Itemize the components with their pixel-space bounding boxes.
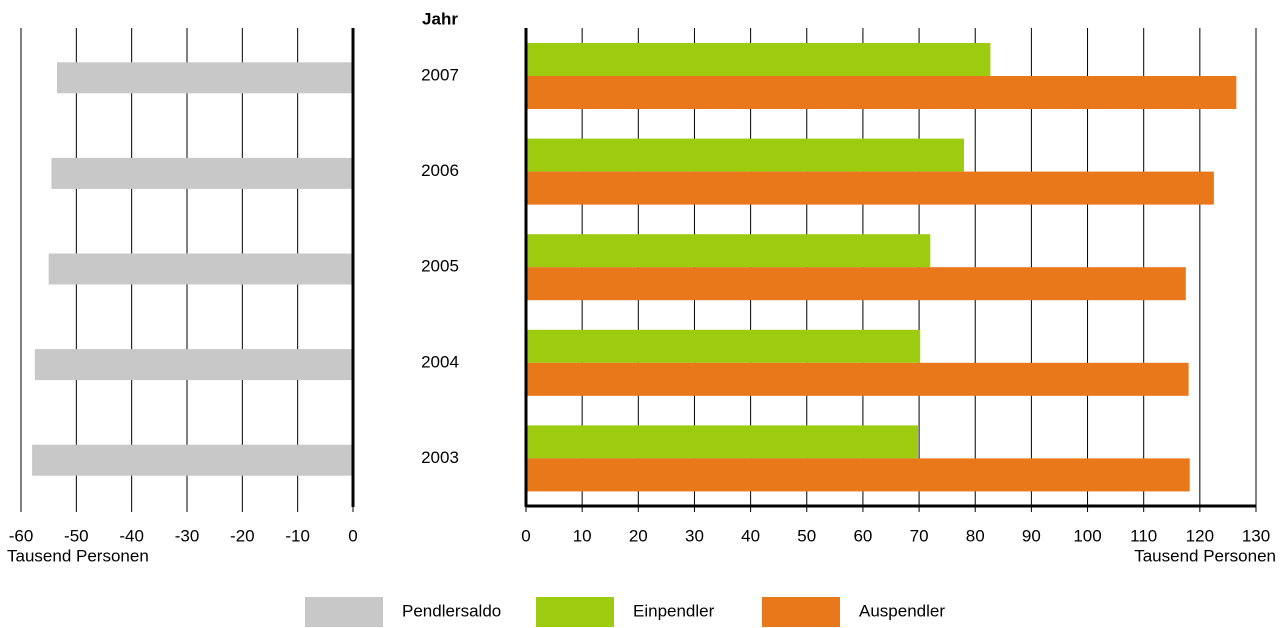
x-tick-label: -60 xyxy=(9,526,34,545)
y-tick-label: 2003 xyxy=(421,448,459,467)
x-tick-label: 100 xyxy=(1073,526,1101,545)
x-tick-label: -10 xyxy=(285,526,310,545)
bar xyxy=(526,329,921,363)
x-tick-label: 130 xyxy=(1242,526,1270,545)
x-tick-label: 20 xyxy=(629,526,648,545)
x-tick-label: 60 xyxy=(853,526,872,545)
x-tick-label: -30 xyxy=(175,526,200,545)
bar xyxy=(526,458,1190,492)
x-tick-label: 50 xyxy=(797,526,816,545)
bar xyxy=(48,253,354,285)
bar xyxy=(51,157,353,189)
x-tick-label: 110 xyxy=(1130,526,1157,545)
x-tick-label: 40 xyxy=(741,526,760,545)
y-axis-label: Jahr xyxy=(422,9,458,28)
bar xyxy=(526,425,918,459)
legend-label: Auspendler xyxy=(859,601,945,620)
x-tick-label: 0 xyxy=(521,526,530,545)
x-tick-label: 0 xyxy=(348,526,357,545)
x-tick-label: 70 xyxy=(910,526,929,545)
bar xyxy=(34,349,353,381)
bar xyxy=(526,43,991,76)
bar xyxy=(526,76,1237,109)
legend-label: Pendlersaldo xyxy=(402,601,501,620)
x-tick-label: 90 xyxy=(1022,526,1041,545)
x-tick-label: -20 xyxy=(230,526,255,545)
bar xyxy=(526,267,1186,301)
legend-swatch xyxy=(762,597,840,627)
bar xyxy=(526,234,931,268)
x-tick-label: 30 xyxy=(685,526,704,545)
x-tick-label: -50 xyxy=(64,526,89,545)
y-tick-label: 2006 xyxy=(421,161,459,180)
legend-swatch xyxy=(305,597,383,627)
x-axis-label: Tausend Personen xyxy=(7,546,149,565)
y-tick-label: 2005 xyxy=(421,257,459,276)
y-tick-label: 2004 xyxy=(421,352,459,371)
x-tick-label: 120 xyxy=(1186,526,1214,545)
x-tick-label: -40 xyxy=(119,526,144,545)
x-tick-label: 80 xyxy=(966,526,985,545)
bar xyxy=(56,62,353,94)
bar xyxy=(526,171,1214,205)
x-axis-label: Tausend Personen xyxy=(1134,546,1276,565)
bar xyxy=(526,138,964,172)
bar xyxy=(32,444,354,476)
y-tick-label: 2007 xyxy=(421,65,459,84)
legend-swatch xyxy=(536,597,614,627)
legend-label: Einpendler xyxy=(633,601,715,620)
bar xyxy=(526,362,1189,396)
x-tick-label: 10 xyxy=(573,526,592,545)
